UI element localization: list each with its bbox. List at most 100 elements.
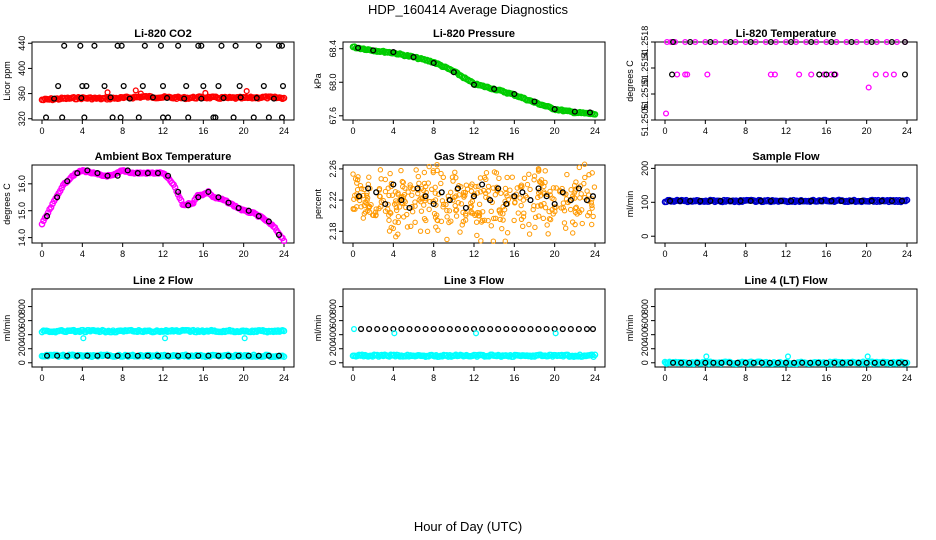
series-mark bbox=[589, 221, 595, 228]
series-mark bbox=[458, 201, 465, 207]
series-mark bbox=[469, 181, 475, 187]
data-point bbox=[350, 326, 358, 333]
series-mark bbox=[363, 192, 370, 199]
series-mark bbox=[421, 202, 427, 208]
x-tick-label: 8 bbox=[120, 126, 125, 136]
panel-1: Li-820 CO2 Licor ppm 0 4 8 12 16 20 24 320 360 400 4… bbox=[2, 28, 295, 136]
series-mark bbox=[550, 211, 556, 217]
data-point bbox=[83, 82, 90, 90]
series-mark bbox=[497, 216, 503, 223]
x-tick-label: 20 bbox=[550, 126, 560, 136]
data-point bbox=[666, 197, 674, 204]
series-mark bbox=[483, 176, 489, 183]
x-tick-label: 12 bbox=[469, 126, 479, 136]
series-mark bbox=[399, 178, 405, 185]
series-mark bbox=[450, 178, 456, 184]
data-point bbox=[818, 197, 825, 204]
series-mark bbox=[395, 219, 401, 226]
data-point bbox=[684, 71, 691, 78]
data-point bbox=[868, 197, 875, 204]
data-point bbox=[898, 197, 906, 204]
data-point bbox=[878, 197, 885, 204]
data-point bbox=[702, 359, 709, 366]
series-mark bbox=[539, 180, 545, 187]
data-point bbox=[154, 352, 162, 359]
series-mark bbox=[403, 204, 409, 211]
series-mark bbox=[530, 206, 536, 213]
series-mark bbox=[393, 207, 400, 214]
x-tick-label: 12 bbox=[469, 249, 479, 259]
y-tick-label: 0 bbox=[640, 360, 650, 365]
y-tick-label: 0 bbox=[17, 360, 27, 365]
series-mark bbox=[485, 183, 492, 190]
series-mark bbox=[386, 212, 392, 218]
y-axis-label: degrees C bbox=[625, 60, 635, 102]
series-mark bbox=[496, 175, 502, 182]
data-point bbox=[154, 170, 162, 177]
y-tick-label: 0 bbox=[640, 234, 650, 239]
data-point bbox=[771, 71, 778, 78]
data-point bbox=[787, 197, 795, 204]
series-mark bbox=[373, 206, 379, 212]
series-mark bbox=[572, 205, 579, 211]
data-point bbox=[42, 114, 50, 121]
series-mark bbox=[509, 174, 515, 180]
series-mark bbox=[494, 184, 500, 190]
x-tick-label: 8 bbox=[431, 249, 436, 259]
data-point bbox=[218, 42, 225, 49]
data-point bbox=[59, 114, 66, 121]
series-mark bbox=[544, 222, 550, 228]
series-mark bbox=[476, 210, 483, 216]
x-tick-label: 16 bbox=[509, 249, 519, 259]
data-point bbox=[828, 197, 835, 204]
data-point bbox=[255, 352, 262, 359]
panel-2: Li-820 Pressure kPa 0 4 8 12 16 20 24 67.6 68.0 68.… bbox=[313, 28, 606, 136]
series-mark bbox=[534, 203, 541, 209]
series-mark bbox=[373, 212, 379, 219]
data-point bbox=[175, 352, 182, 359]
data-point bbox=[551, 106, 558, 113]
data-point bbox=[430, 326, 437, 333]
x-tick-label: 12 bbox=[158, 249, 168, 259]
series-mark bbox=[526, 231, 533, 237]
data-point bbox=[815, 359, 822, 366]
data-point bbox=[79, 82, 86, 90]
series-mark bbox=[502, 185, 509, 192]
x-tick-label: 24 bbox=[902, 126, 912, 136]
series-mark bbox=[448, 189, 454, 196]
panel-4: Ambient Box Temperature degrees C 0 4 8 12 16 2… bbox=[2, 151, 295, 259]
data-point bbox=[816, 71, 823, 78]
y-tick-label: 360 bbox=[17, 86, 27, 101]
data-point bbox=[662, 359, 670, 366]
x-tick-label: 4 bbox=[703, 373, 708, 383]
series-mark bbox=[409, 192, 415, 198]
data-point bbox=[571, 108, 578, 115]
data-point bbox=[275, 231, 283, 238]
data-point bbox=[839, 359, 846, 366]
series-mark bbox=[524, 181, 531, 188]
data-point bbox=[864, 353, 871, 360]
data-point bbox=[784, 353, 792, 360]
series-mark bbox=[590, 213, 596, 220]
series-mark bbox=[515, 210, 521, 216]
data-point bbox=[422, 193, 429, 200]
series-mark bbox=[504, 174, 510, 181]
series-mark bbox=[392, 189, 399, 195]
series-mark bbox=[440, 201, 447, 208]
x-axis-label: Hour of Day (UTC) bbox=[414, 519, 522, 534]
series-mark bbox=[412, 219, 418, 225]
series-mark bbox=[38, 220, 46, 228]
series-mark bbox=[395, 213, 402, 220]
series-mark bbox=[585, 212, 591, 219]
data-point bbox=[183, 82, 190, 90]
series-mark bbox=[561, 190, 567, 197]
series-mark bbox=[503, 190, 509, 197]
data-point bbox=[422, 326, 429, 333]
series-mark bbox=[520, 223, 526, 230]
series-mark bbox=[485, 188, 492, 194]
data-point bbox=[586, 109, 594, 116]
data-point bbox=[225, 199, 232, 206]
series-mark bbox=[520, 197, 527, 203]
series-mark bbox=[174, 191, 182, 198]
panel-title: Gas Stream RH bbox=[434, 151, 514, 163]
